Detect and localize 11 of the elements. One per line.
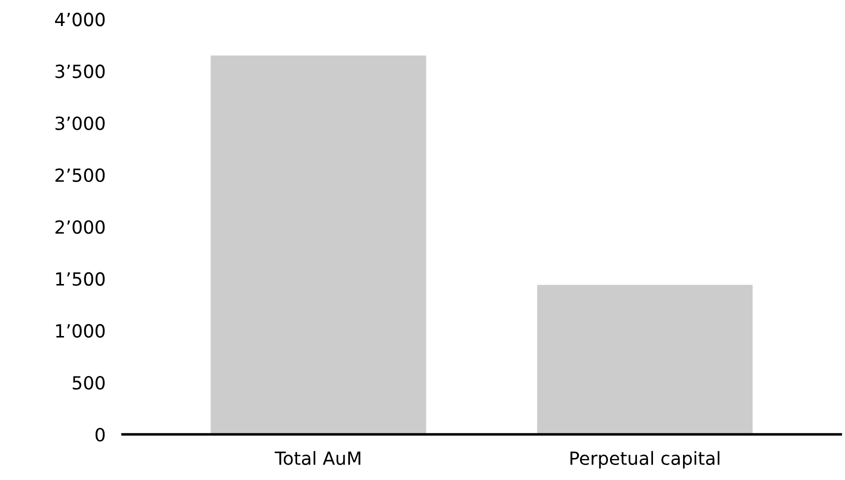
y-tick-label: 4’000	[55, 12, 105, 26]
y-tick-label: 3’000	[56, 116, 105, 130]
y-tick-label: 0	[96, 428, 105, 442]
y-tick-label: 1’500	[56, 272, 105, 286]
y-tick-label: 2’500	[55, 168, 105, 182]
y-tick-label: 1’000	[56, 324, 105, 338]
y-tick-label: 3’500	[56, 64, 105, 78]
x-tick-label: Total AuM	[274, 451, 360, 466]
y-tick-label: 500	[72, 376, 105, 390]
y-tick-label: 2’000	[55, 220, 105, 234]
x-tick-label: Perpetual capital	[570, 451, 720, 469]
